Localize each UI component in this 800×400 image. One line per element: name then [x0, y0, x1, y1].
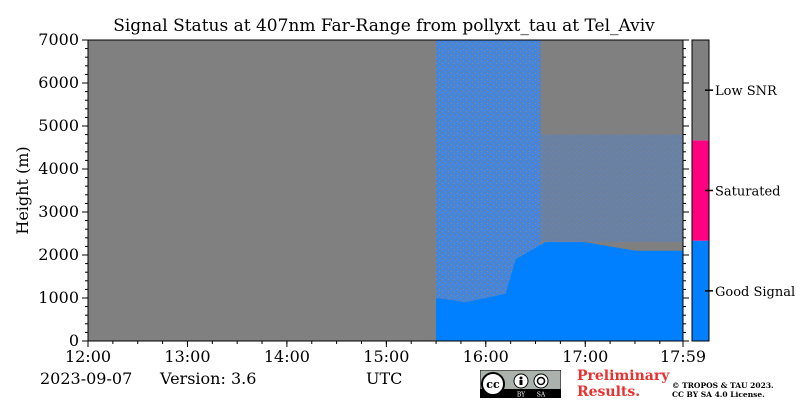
x-tick-label: 13:00	[164, 347, 210, 366]
colorbar-segment	[692, 140, 709, 241]
colorbar-label: Good Signal	[715, 285, 795, 300]
x-tick-label: 15:00	[363, 347, 409, 366]
y-tick-label: 4000	[38, 159, 79, 178]
cc-license-logo: cc BY SA	[480, 370, 561, 398]
plot-frame	[87, 39, 684, 342]
x-tick-label: 17:00	[562, 347, 608, 366]
colorbar-label: Saturated	[715, 185, 780, 200]
colorbar: Good Signal Saturated Low SNR	[691, 39, 795, 342]
good-signal-region	[436, 242, 683, 341]
y-tick-label: 3000	[38, 202, 79, 221]
footer-version: Version: 3.6	[160, 369, 257, 388]
svg-text:cc: cc	[486, 378, 500, 391]
license-line-2: CC BY SA 4.0 License.	[672, 390, 765, 399]
chart-title: Signal Status at 407nm Far-Range from po…	[113, 16, 655, 36]
preliminary-line-1: Preliminary	[577, 368, 670, 384]
y-axis-label: Height (m)	[13, 146, 32, 234]
svg-text:BY: BY	[517, 392, 526, 399]
y-tick-label: 1000	[38, 288, 79, 307]
preliminary-notice: Preliminary Results.	[577, 368, 669, 400]
colorbar-frame	[691, 39, 710, 342]
x-tick-label: 14:00	[264, 347, 310, 366]
footer-date: 2023-09-07	[40, 369, 133, 388]
plot-area	[88, 40, 683, 341]
colorbar-segment	[692, 240, 709, 341]
x-tick-label: 16:00	[463, 347, 509, 366]
y-tick-label: 6000	[38, 73, 79, 92]
colorbar-label: Low SNR	[715, 84, 778, 99]
x-tick-label: 17:59	[660, 347, 706, 366]
y-tick-label: 7000	[38, 30, 79, 49]
license-line-1: © TROPOS & TAU 2023.	[672, 381, 774, 390]
preliminary-line-2: Results.	[577, 384, 641, 400]
svg-text:SA: SA	[537, 392, 546, 399]
license-notice: © TROPOS & TAU 2023. CC BY SA 4.0 Licens…	[672, 381, 774, 399]
noisy-signal-region-upper	[540, 134, 683, 243]
y-tick-label: 0	[69, 331, 79, 350]
axes: 12:00 13:00 14:00 15:00 16:00 17:00 17:59 0 1000…	[13, 30, 706, 366]
x-tick-label: 12:00	[65, 347, 111, 366]
y-tick-label: 5000	[38, 116, 79, 135]
colorbar-segment	[692, 40, 709, 141]
y-tick-label: 2000	[38, 245, 79, 264]
footer-utc-label: UTC	[366, 369, 403, 388]
